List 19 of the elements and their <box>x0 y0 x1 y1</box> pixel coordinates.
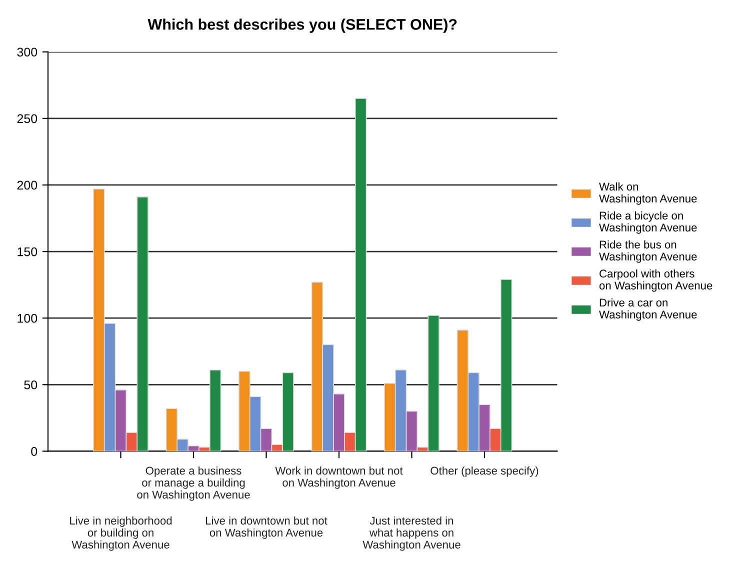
y-tick-label: 300 <box>17 48 38 57</box>
legend-label: Ride a bicycle on Washington Avenue <box>599 211 697 234</box>
x-tick-label: Live in neighborhood or building on Washington Avenue <box>70 516 172 551</box>
x-tick-label: Live in downtown but not on Washington Avenue <box>206 516 328 539</box>
y-tick-label: 200 <box>17 180 38 190</box>
x-tick-label: Other (please specify) <box>430 466 538 477</box>
legend-label: Drive a car on Washington Avenue <box>599 298 697 321</box>
x-tick-label: Work in downtown but not on Washington Avenue <box>275 466 403 489</box>
y-tick-label: 150 <box>18 247 38 256</box>
legend-label: Ride the bus on Washington Avenue <box>599 240 697 263</box>
y-tick-label: 250 <box>17 114 38 124</box>
x-tick-label: Operate a business or manage a building on Washington Avenue <box>137 466 250 501</box>
y-tick-label: 50 <box>24 380 38 390</box>
chart-title: Which best describes you (SELECT ONE)? <box>148 18 457 33</box>
x-tick-label: Just interested in what happens on Washington Avenue <box>362 516 460 551</box>
legend-label: Walk on Washington Avenue <box>599 182 697 205</box>
y-tick-label: 0 <box>31 447 38 456</box>
legend-label: Carpool with others on Washington Avenue <box>599 269 712 292</box>
y-tick-label: 100 <box>18 314 38 323</box>
